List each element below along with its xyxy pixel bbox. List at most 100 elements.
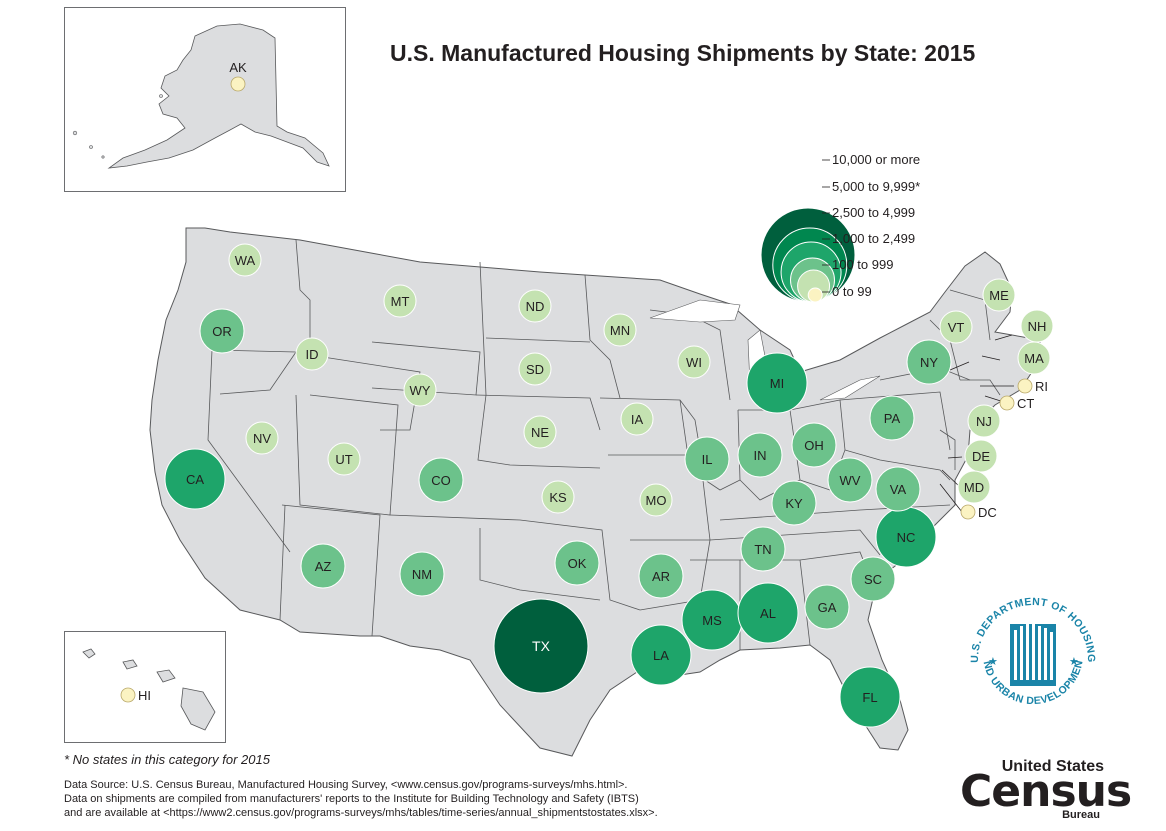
hawaii-inset <box>64 631 226 743</box>
state-circle-vt <box>939 310 973 344</box>
state-label-ks: KS <box>549 490 567 505</box>
state-label-ne: NE <box>531 425 549 440</box>
state-label-ut: UT <box>335 452 352 467</box>
state-label-mn: MN <box>610 323 630 338</box>
hud-star-left-icon: ★ <box>988 656 998 668</box>
state-label-ok: OK <box>568 556 587 571</box>
state-circle-md <box>957 470 991 504</box>
legend-label: 10,000 or more <box>832 152 920 167</box>
state-circle-wy <box>403 373 437 407</box>
state-label-mo: MO <box>646 493 667 508</box>
state-label-sd: SD <box>526 362 544 377</box>
state-label-me: ME <box>989 288 1009 303</box>
state-label-wi: WI <box>686 355 702 370</box>
state-circle-hi <box>120 687 136 703</box>
state-circle-sc <box>850 556 896 602</box>
legend-swatch-tier-0-99 <box>807 287 823 303</box>
state-label-md: MD <box>964 480 984 495</box>
state-label-oh: OH <box>804 438 824 453</box>
hawaii-island-maui <box>156 669 176 683</box>
state-circle-co <box>418 457 464 503</box>
alaska-inset <box>64 7 346 192</box>
source-line-2: Data on shipments are compiled from manu… <box>64 793 639 805</box>
state-circle-mn <box>603 313 637 347</box>
lake-erie <box>819 375 881 401</box>
state-label-ct: CT <box>1017 396 1034 411</box>
state-label-az: AZ <box>315 559 332 574</box>
state-circle-in <box>737 432 783 478</box>
source-line-3: and are available at <https://www2.censu… <box>64 807 658 819</box>
alaska-shape <box>107 23 330 169</box>
state-circle-ok <box>554 540 600 586</box>
state-label-dc: DC <box>978 505 997 520</box>
state-circle-az <box>300 543 346 589</box>
census-logo-line1: United States <box>1001 758 1104 775</box>
state-label-ms: MS <box>702 613 722 628</box>
state-label-tn: TN <box>754 542 771 557</box>
state-label-pa: PA <box>884 411 901 426</box>
state-label-mt: MT <box>391 294 410 309</box>
hud-seal: U.S. DEPARTMENT OF HOUSING AND URBAN DEV… <box>966 594 1097 707</box>
state-label-nv: NV <box>253 431 271 446</box>
hud-star-right-icon: ★ <box>1069 656 1079 668</box>
state-label-il: IL <box>702 452 713 467</box>
state-circle-mo <box>639 483 673 517</box>
state-label-nd: ND <box>526 299 545 314</box>
state-circle-or <box>199 308 245 354</box>
state-circle-la <box>630 624 692 686</box>
state-label-or: OR <box>212 324 232 339</box>
state-label-nj: NJ <box>976 414 992 429</box>
state-label-sc: SC <box>864 572 882 587</box>
state-circle-tn <box>740 526 786 572</box>
state-circle-me <box>982 278 1016 312</box>
state-label-ky: KY <box>785 496 803 511</box>
state-circle-dc <box>960 504 976 520</box>
state-label-hi: HI <box>138 688 151 703</box>
state-label-ia: IA <box>631 412 644 427</box>
state-circle-ut <box>327 442 361 476</box>
state-label-ar: AR <box>652 569 670 584</box>
source-line-1: Data Source: U.S. Census Bureau, Manufac… <box>64 779 628 791</box>
state-circle-ks <box>541 480 575 514</box>
state-circle-ga <box>804 584 850 630</box>
state-label-fl: FL <box>862 690 877 705</box>
state-circle-ky <box>771 480 817 526</box>
state-circle-va <box>875 466 921 512</box>
state-circle-sd <box>518 352 552 386</box>
leader-lines <box>939 334 1014 513</box>
state-circle-ma <box>1017 341 1051 375</box>
census-logo-line3: Bureau <box>1062 809 1100 821</box>
state-circle-il <box>684 436 730 482</box>
state-circle-nm <box>399 551 445 597</box>
census-logo-line2: Census <box>960 766 1132 817</box>
state-circle-nd <box>518 289 552 323</box>
state-circle-ne <box>523 415 557 449</box>
state-circle-pa <box>869 395 915 441</box>
state-circle-ak <box>230 76 246 92</box>
state-circles: WA OR CA ID NV MT WY UT CO AZ NM ND SD NE KS OK TX MN IA MO… <box>120 60 1054 728</box>
legend-label: 2,500 to 4,999 <box>832 205 915 220</box>
state-label-wy: WY <box>410 383 431 398</box>
state-label-tx: TX <box>532 638 551 654</box>
state-circle-fl <box>839 666 901 728</box>
map-title: U.S. Manufactured Housing Shipments by S… <box>390 40 976 66</box>
hawaii-island-kauai <box>82 648 96 659</box>
state-circle-mt <box>383 284 417 318</box>
state-circle-ar <box>638 553 684 599</box>
state-label-va: VA <box>890 482 907 497</box>
state-label-al: AL <box>760 606 776 621</box>
state-circle-nj <box>967 404 1001 438</box>
hud-building-icon <box>1010 624 1056 686</box>
state-label-ga: GA <box>818 600 837 615</box>
state-label-vt: VT <box>948 320 965 335</box>
state-circle-wi <box>677 345 711 379</box>
state-label-ri: RI <box>1035 379 1048 394</box>
state-circle-ia <box>620 402 654 436</box>
state-label-nm: NM <box>412 567 432 582</box>
state-circle-mi <box>746 352 808 414</box>
hawaii-island-oahu <box>122 659 138 670</box>
state-boundaries <box>207 239 1001 650</box>
state-circle-ri <box>1017 378 1033 394</box>
state-label-id: ID <box>306 347 319 362</box>
